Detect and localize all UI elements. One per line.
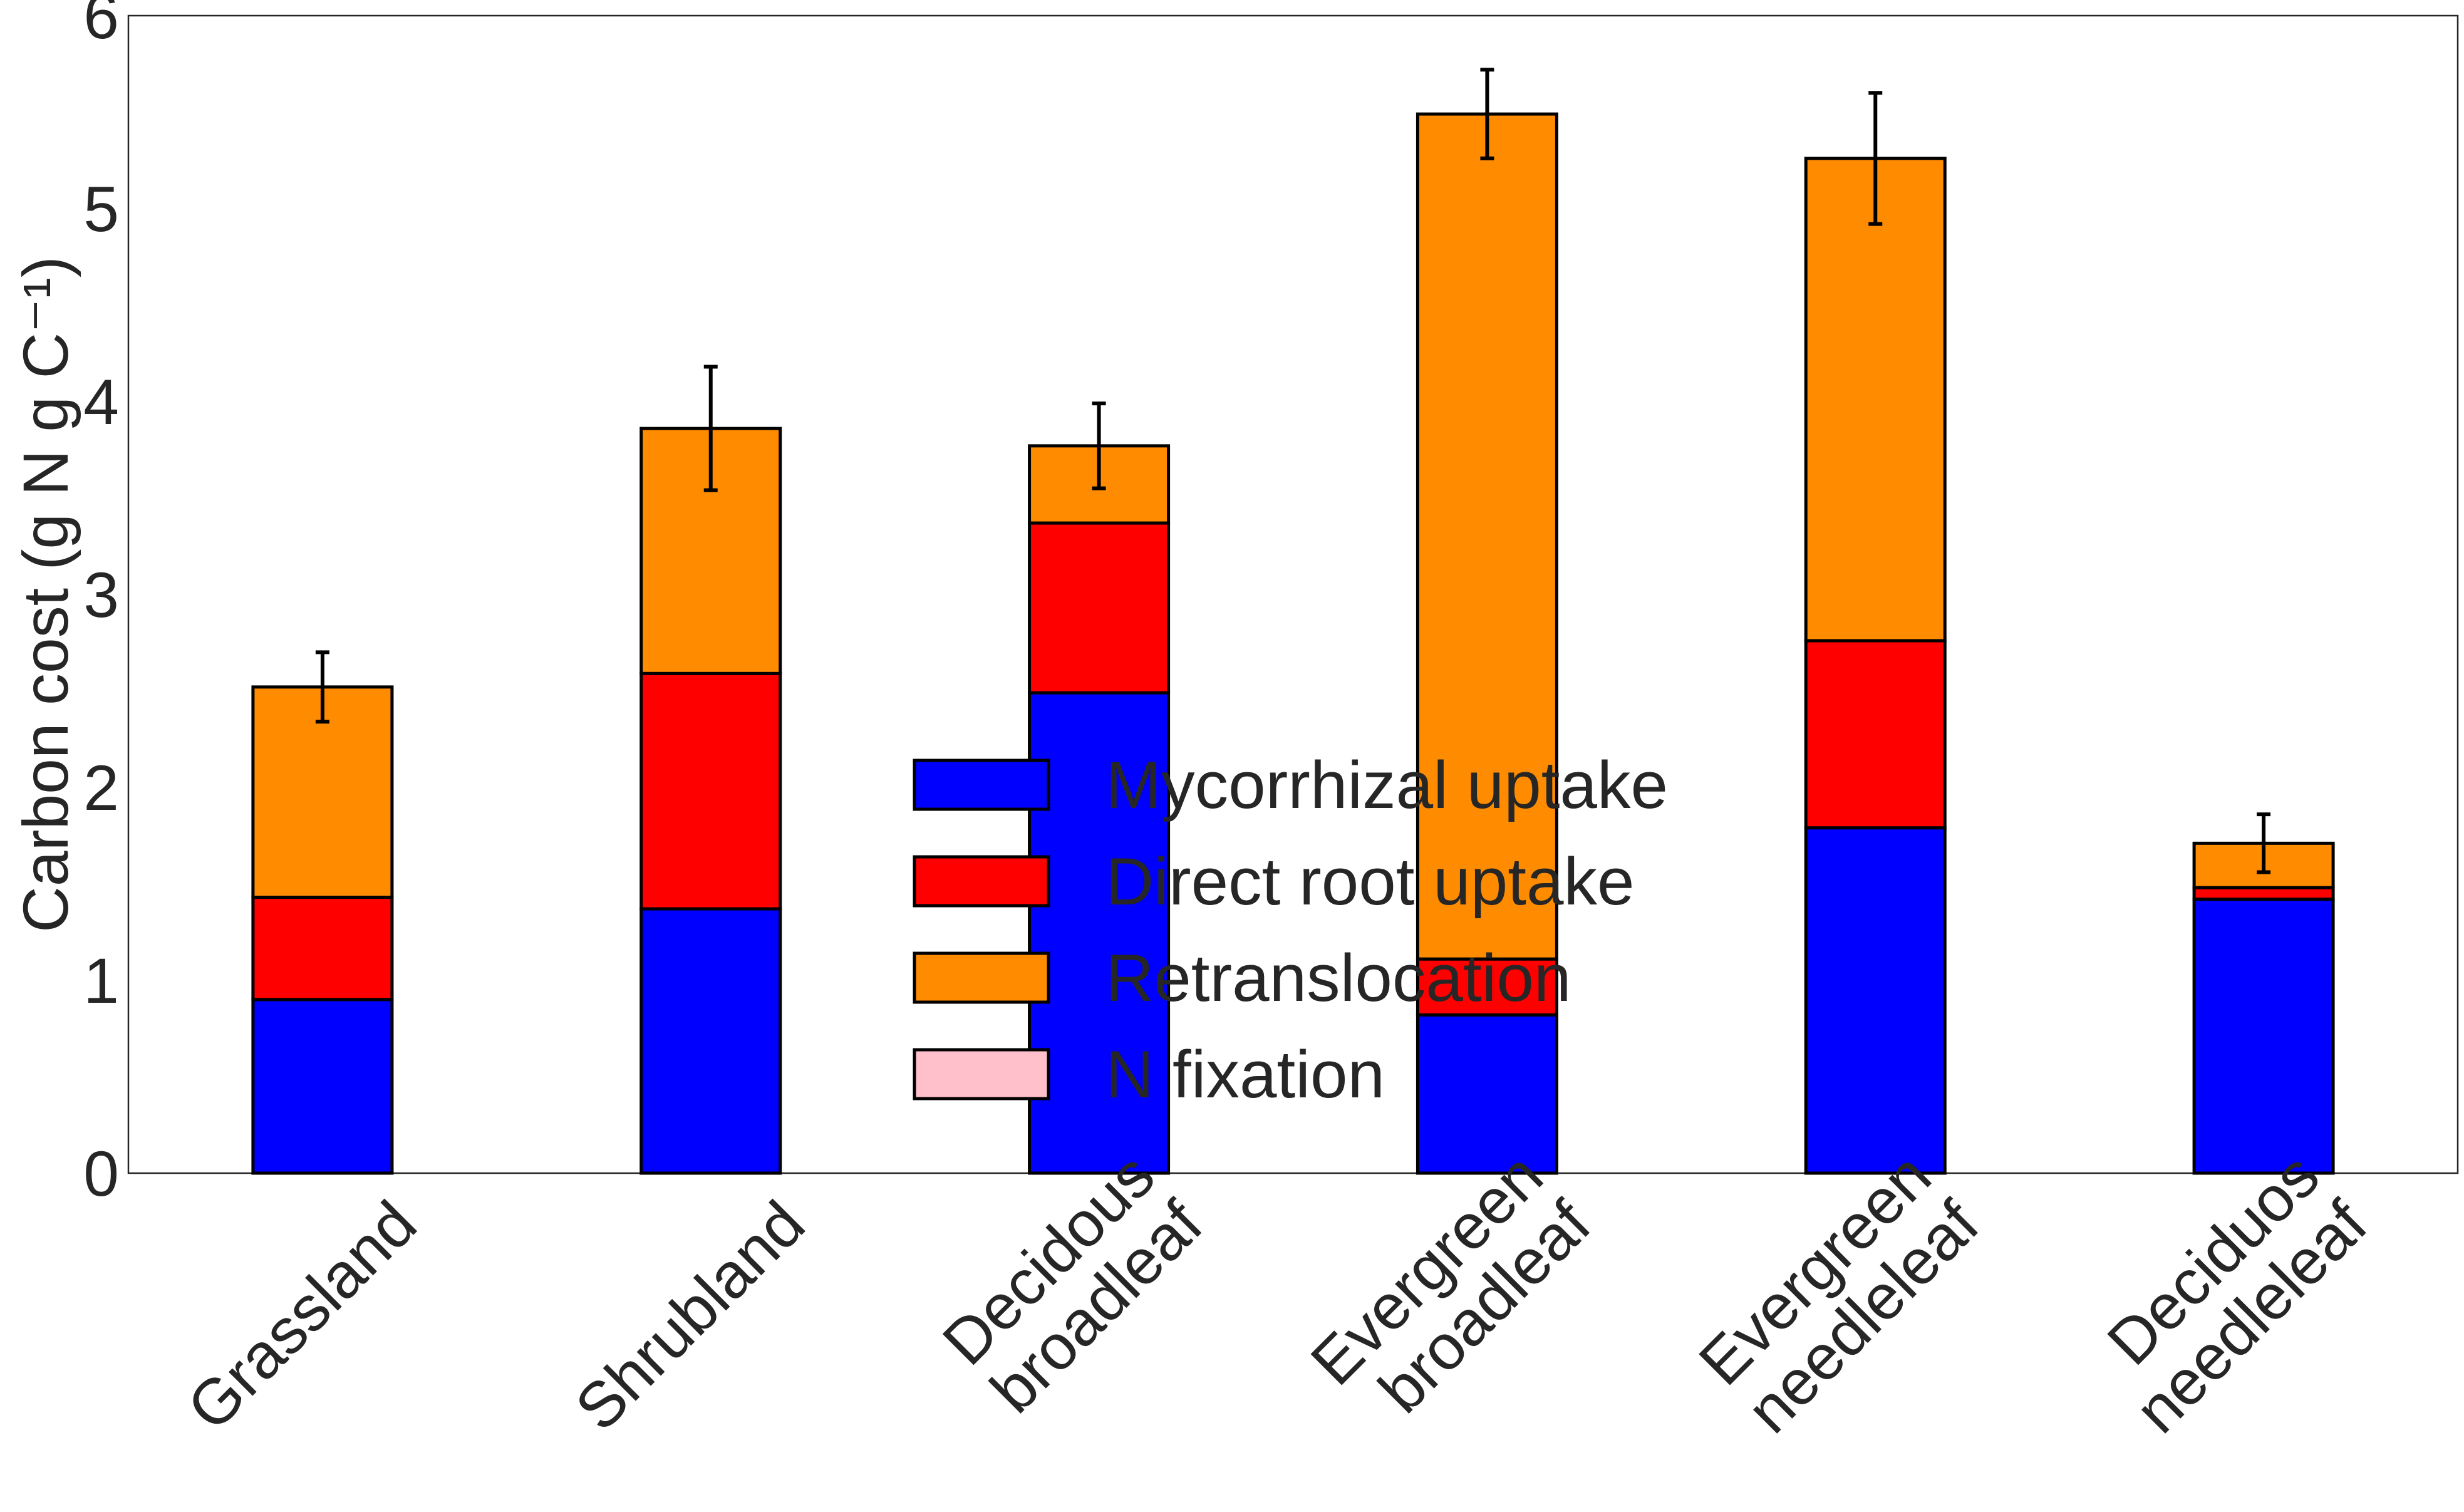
y-tick-label-2: 2 [83, 752, 119, 824]
legend-label-1: Mycorrhizal uptake [1105, 747, 1668, 822]
y-tick-label-1: 1 [83, 945, 119, 1017]
legend-swatch-4 [913, 1048, 1050, 1100]
bar-segment-2-3 [1028, 521, 1171, 695]
legend-swatch-2 [913, 855, 1050, 908]
legend-swatch-1 [913, 759, 1050, 811]
bar-segment-1-4 [1416, 1013, 1558, 1175]
y-tick-label-4: 4 [83, 366, 119, 438]
bar-segment-1-6 [2192, 898, 2335, 1175]
bar-segment-1-2 [639, 907, 782, 1175]
bar-segment-1-5 [1804, 826, 1947, 1175]
bar-segment-3-4 [1416, 112, 1558, 961]
y-axis-label: Carbon cost (g N g C⁻¹) [10, 256, 81, 933]
bar-segment-2-6 [2192, 886, 2335, 901]
bar-segment-1-3 [1028, 691, 1171, 1175]
bar-segment-2-4 [1416, 957, 1558, 1017]
bar-segment-2-2 [639, 671, 782, 911]
bar-segment-3-5 [1804, 157, 1947, 643]
legend-label-2: Direct root uptake [1105, 844, 1635, 919]
bar-segment-1-1 [251, 998, 394, 1175]
error-bars-layer [315, 68, 2271, 874]
legend-label-4: N fixation [1105, 1037, 1385, 1112]
legend-swatch-3 [913, 951, 1050, 1004]
y-tick-label-0: 0 [83, 1138, 119, 1209]
legend-label-3: Retranslocation [1105, 940, 1571, 1015]
y-tick-label-6: 6 [83, 0, 119, 52]
legend: Mycorrhizal uptake Direct root uptake Retr… [913, 747, 1668, 1112]
bar-segment-2-5 [1804, 639, 1947, 830]
bar-segment-2-1 [251, 896, 394, 1002]
plot-frame [127, 14, 2459, 1174]
bar-segment-3-1 [251, 685, 394, 899]
y-tick-label-3: 3 [83, 559, 119, 631]
y-axis-ticks: 0 1 2 3 4 5 6 [83, 0, 119, 1209]
y-tick-label-5: 5 [83, 173, 119, 245]
bars-layer [251, 112, 2335, 1175]
